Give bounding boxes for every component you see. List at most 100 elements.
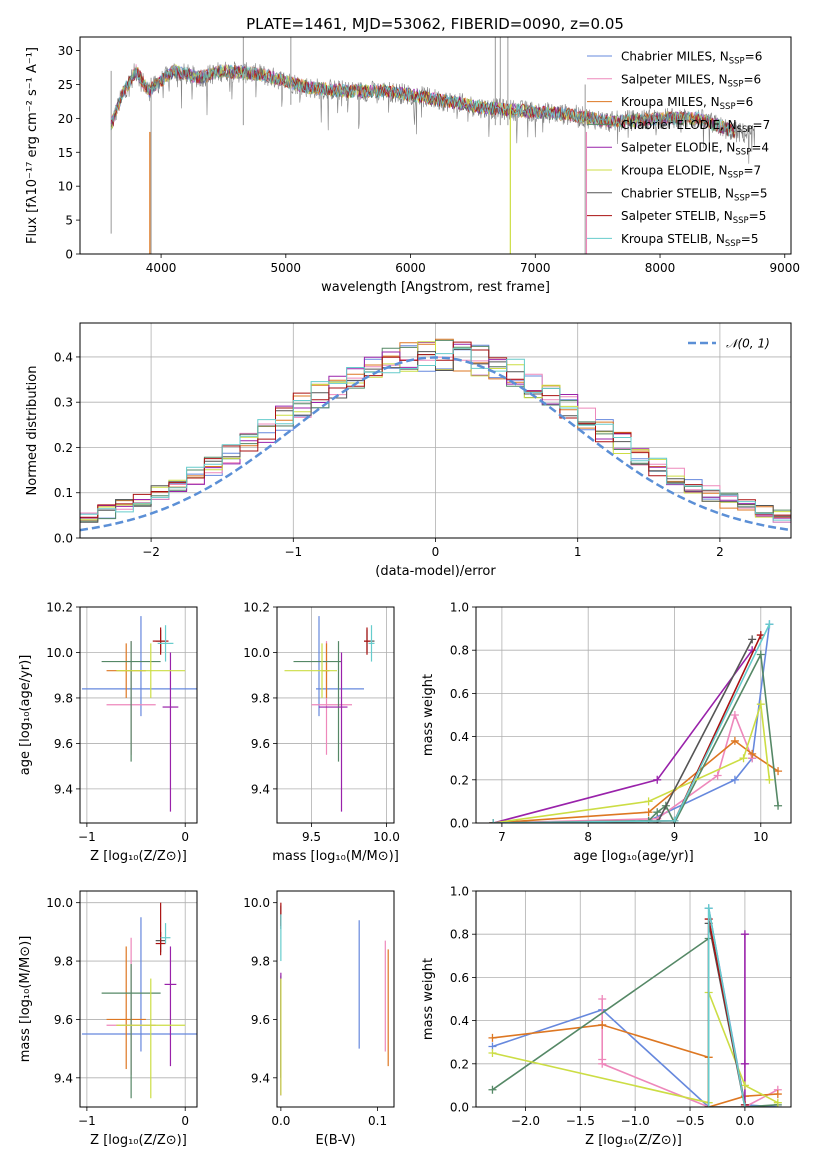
gaussian-reference bbox=[80, 356, 791, 532]
x-tick-label: 10.0 bbox=[373, 830, 400, 844]
panel-age_vs_mass: 9.5 10.0 9.4 9.6 9.8 10.0 10.2 mass [log₁₀(M/M⊙… bbox=[243, 601, 400, 865]
grid bbox=[476, 890, 791, 1108]
legend-tail: =5 bbox=[741, 232, 759, 246]
weight-series-7 bbox=[493, 634, 762, 823]
weight-marker bbox=[773, 1098, 782, 1107]
legend-entry: Salpeter ELODIE, NSSP=4 bbox=[621, 141, 769, 158]
weight-marker bbox=[748, 635, 757, 644]
weight-marker bbox=[730, 775, 739, 784]
weight-marker bbox=[765, 775, 774, 784]
legend-label: Kroupa STELIB, N bbox=[621, 232, 725, 246]
weight-marker bbox=[730, 736, 739, 745]
weight-marker bbox=[740, 1059, 749, 1068]
y-axis-label: Normed distribution bbox=[25, 366, 40, 496]
y-tick-label: 0.4 bbox=[54, 350, 73, 364]
y-tick-label: 5 bbox=[65, 214, 73, 228]
weight-marker bbox=[488, 1085, 497, 1094]
weight-marker bbox=[653, 808, 662, 817]
legend-tail: =7 bbox=[743, 164, 761, 178]
x-tick-label: 0.0 bbox=[271, 1114, 290, 1128]
legend-tail: =4 bbox=[751, 141, 769, 155]
legend-tail: =6 bbox=[736, 95, 754, 109]
legend-tail: =6 bbox=[745, 50, 763, 64]
weight-marker bbox=[598, 1059, 607, 1068]
y-tick-label: 0.4 bbox=[450, 1014, 469, 1028]
legend-entry: Kroupa ELODIE, NSSP=7 bbox=[621, 164, 761, 181]
y-tick-label: 9.6 bbox=[54, 1013, 73, 1027]
legend-label: Kroupa ELODIE, N bbox=[621, 164, 728, 178]
x-tick-label: −0.5 bbox=[675, 1114, 704, 1128]
x-tick-label: −2.0 bbox=[511, 1114, 540, 1128]
axes-frame bbox=[475, 890, 792, 1108]
y-tick-label: 20 bbox=[58, 112, 73, 126]
x-tick-label: 8000 bbox=[645, 261, 676, 275]
legend-sub: SSP bbox=[734, 193, 750, 203]
grid bbox=[277, 606, 394, 823]
x-tick-label: 10 bbox=[753, 830, 768, 844]
x-tick-label: 0 bbox=[181, 830, 189, 844]
weight-series-6 bbox=[493, 639, 753, 823]
y-tick-label: 9.8 bbox=[251, 691, 270, 705]
x-tick-label: 0.1 bbox=[368, 1114, 387, 1128]
panel-mass_vs_ebv: 0.0 0.1 9.4 9.6 9.8 10.0 E(B-V) bbox=[243, 890, 395, 1148]
x-axis-label: E(B-V) bbox=[315, 1133, 355, 1148]
plot-area bbox=[284, 616, 375, 812]
legend-label: Chabrier MILES, N bbox=[621, 50, 729, 64]
legend-entry: 𝒩(0, 1) bbox=[726, 337, 770, 351]
y-tick-label: 0.6 bbox=[450, 971, 469, 985]
weight-series-8 bbox=[493, 623, 771, 823]
x-tick-label: 0 bbox=[432, 545, 440, 559]
y-tick-label: 9.8 bbox=[251, 955, 270, 969]
legend-tail: =5 bbox=[749, 209, 767, 223]
weight-marker bbox=[598, 995, 607, 1003]
legend-label: Salpeter MILES, N bbox=[621, 72, 728, 86]
y-tick-label: 1.0 bbox=[450, 601, 469, 615]
y-tick-label: 10.0 bbox=[46, 646, 73, 660]
figure-title: PLATE=1461, MJD=53062, FIBERID=0090, z=0… bbox=[246, 15, 624, 33]
y-tick-label: 10.0 bbox=[243, 646, 270, 660]
x-tick-label: 0 bbox=[181, 1114, 189, 1128]
x-tick-label: 0.0 bbox=[735, 1114, 754, 1128]
weight-marker bbox=[774, 767, 783, 776]
weight-marker bbox=[713, 771, 722, 780]
y-tick-label: 9.4 bbox=[251, 782, 270, 796]
weight-marker bbox=[670, 816, 679, 823]
x-tick-label: −1 bbox=[78, 830, 96, 844]
legend-sub: SSP bbox=[737, 125, 753, 135]
legend-sub: SSP bbox=[728, 79, 744, 89]
legend-entry: Kroupa MILES, NSSP=6 bbox=[621, 95, 753, 112]
x-tick-label: 1 bbox=[574, 545, 582, 559]
weight-marker bbox=[740, 930, 749, 939]
axes-frame bbox=[79, 606, 198, 824]
axes-frame bbox=[79, 36, 792, 255]
weight-series-0 bbox=[493, 624, 771, 823]
y-tick-label: 0.3 bbox=[54, 396, 73, 410]
y-tick-label: 9.6 bbox=[251, 737, 270, 751]
y-tick-label: 0.1 bbox=[54, 486, 73, 500]
y-tick-label: 9.8 bbox=[54, 691, 73, 705]
weight-marker bbox=[748, 749, 757, 758]
panel-mass_vs_Z: −1 0 9.4 9.6 9.8 10.0 Z [log₁₀(Z/Z⊙)] mass [log… bbox=[18, 890, 198, 1148]
y-tick-label: 25 bbox=[58, 78, 73, 92]
y-tick-label: 0.6 bbox=[450, 687, 469, 701]
weight-marker bbox=[765, 620, 774, 629]
y-tick-label: 0.2 bbox=[54, 441, 73, 455]
plot-area bbox=[81, 616, 197, 812]
weight-marker bbox=[756, 650, 765, 659]
weight-marker bbox=[756, 700, 765, 709]
y-tick-label: 0.0 bbox=[450, 1101, 469, 1115]
panel-weight_vs_Z: −2.0 −1.5 −1.0 −0.5 0.0 0.0 0.2 0.4 0.6 0.8 1.0 Z [… bbox=[421, 885, 792, 1148]
axes-frame bbox=[475, 606, 792, 824]
legend-entry: Kroupa STELIB, NSSP=5 bbox=[621, 232, 759, 249]
y-axis-label: age [log₁₀(age/yr)] bbox=[18, 655, 33, 776]
x-tick-label: 9 bbox=[671, 830, 679, 844]
x-tick-label: −2 bbox=[142, 545, 160, 559]
x-tick-label: 7 bbox=[498, 830, 506, 844]
x-axis-label: age [log₁₀(age/yr)] bbox=[573, 849, 694, 864]
legend-tail: =7 bbox=[753, 118, 771, 132]
x-axis-label: (data-model)/error bbox=[375, 564, 496, 579]
y-axis-label: mass weight bbox=[421, 674, 436, 756]
y-tick-label: 9.4 bbox=[251, 1071, 270, 1085]
panel-age_vs_Z: −1 0 9.4 9.6 9.8 10.0 10.2 Z [log₁₀(Z/Z⊙)] age [… bbox=[18, 601, 198, 864]
